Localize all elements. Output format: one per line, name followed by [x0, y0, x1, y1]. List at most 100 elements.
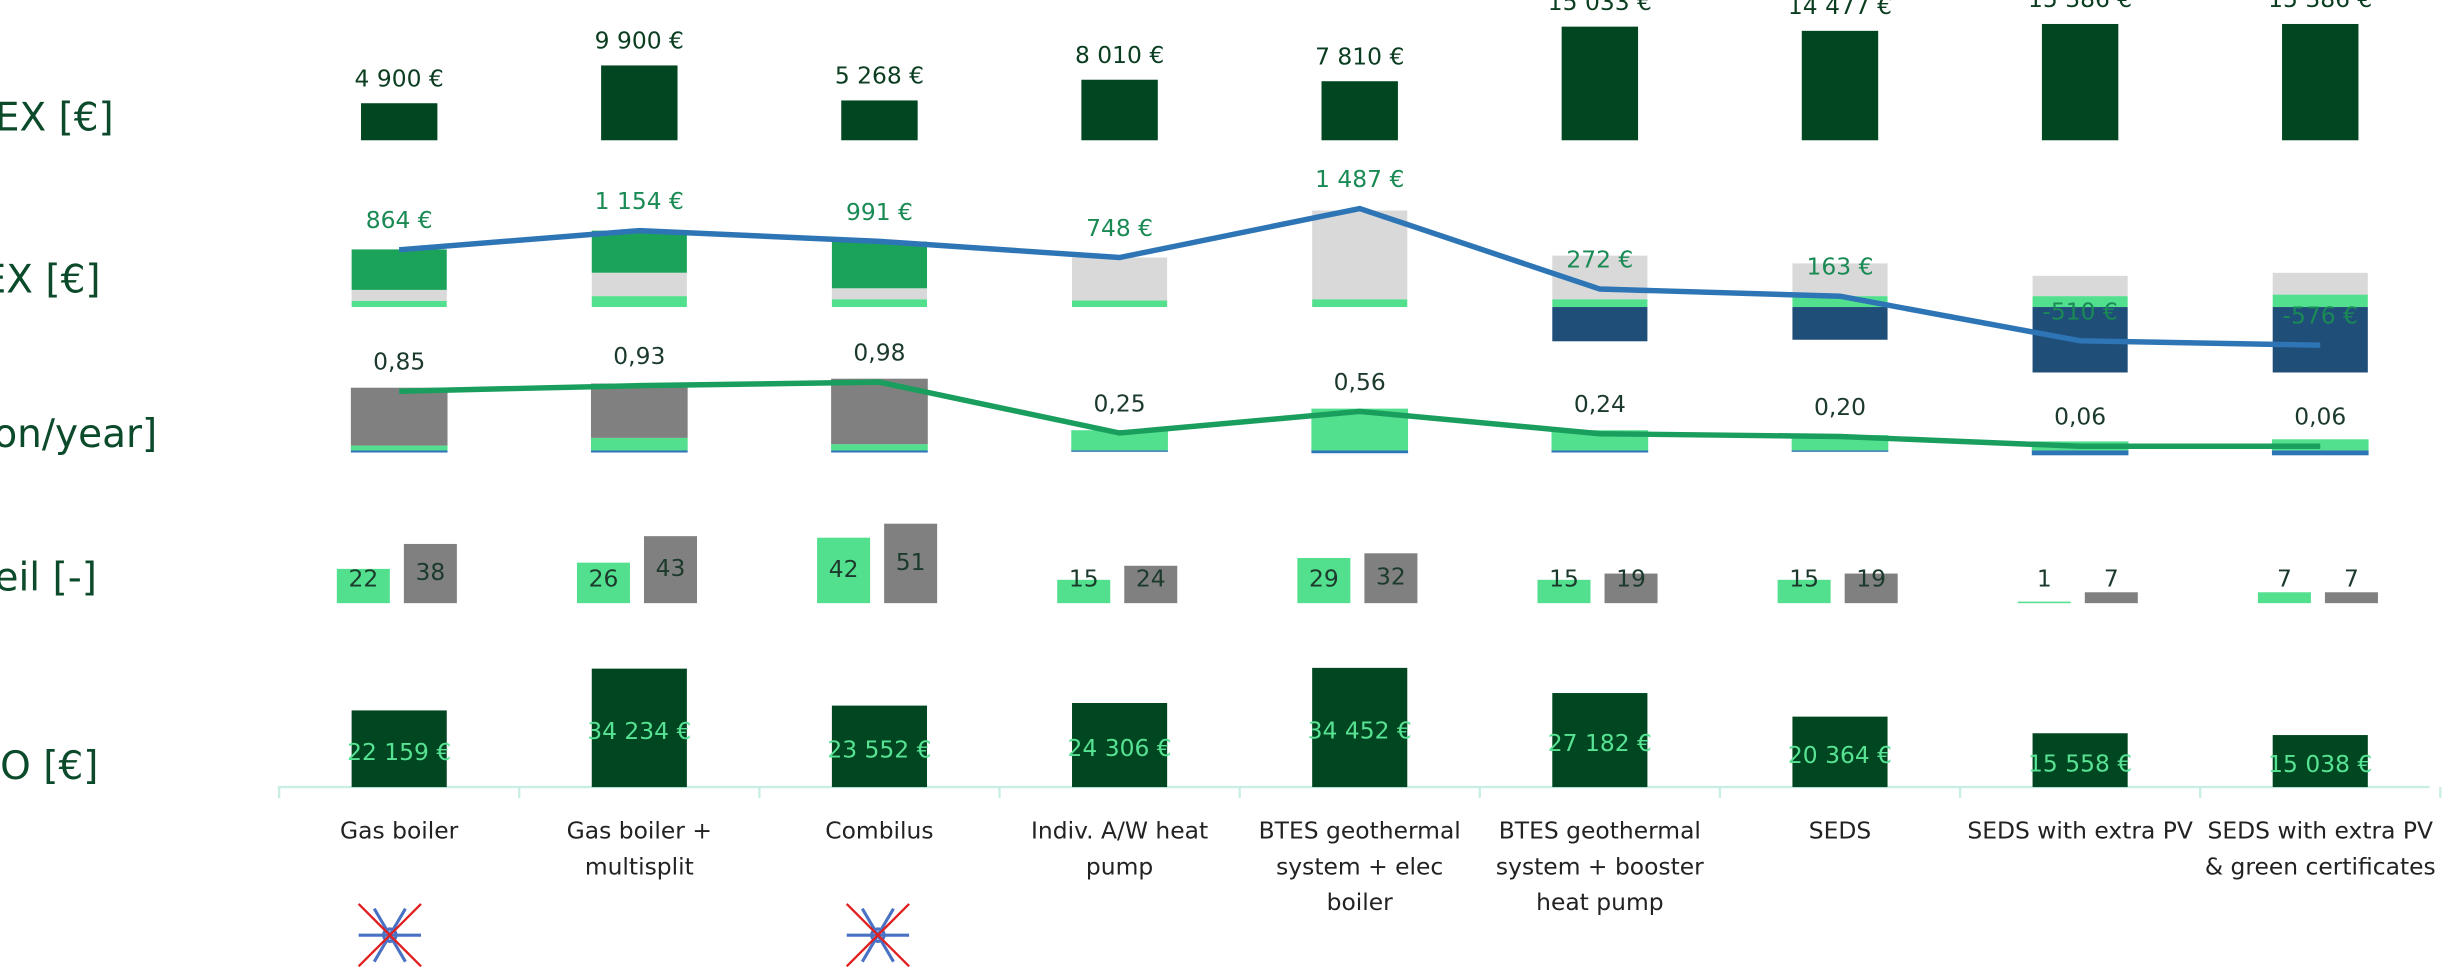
bar [1792, 716, 1888, 788]
bar-segment [831, 444, 928, 451]
value-label: 0,25 [1094, 389, 1146, 417]
bar-segment [590, 437, 688, 451]
bar-segment [2272, 272, 2368, 295]
value-label: 29 [1309, 564, 1339, 592]
bar [1552, 693, 1648, 788]
value-label: 15 038 € [2268, 750, 2372, 778]
bar [2041, 23, 2119, 141]
bar [1844, 573, 1898, 604]
bar-segment [591, 272, 687, 297]
no-cooling-icon [357, 903, 422, 968]
value-label: 51 [896, 548, 926, 576]
value-label: 0,24 [1574, 390, 1626, 418]
bar-segment [1071, 430, 1168, 451]
value-label: 7 [2344, 564, 2359, 592]
bar [1081, 79, 1158, 141]
bar-segment [2032, 275, 2128, 297]
category-label: SEDS with extra PV [1967, 816, 2193, 845]
value-label: 15 [1069, 564, 1099, 592]
value-label: 15 033 € [1548, 0, 1652, 16]
value-label: 9 900 € [595, 27, 684, 55]
bar [351, 710, 447, 788]
bar [2324, 592, 2378, 604]
bar-segment [2032, 296, 2128, 308]
value-label: 7 810 € [1315, 42, 1404, 70]
value-label: 15 [1549, 564, 1579, 592]
value-label: 7 [2104, 564, 2119, 592]
value-label: 0,06 [2054, 403, 2106, 431]
value-label: 19 [1616, 564, 1646, 592]
bar-segment [1312, 299, 1408, 308]
bar [576, 562, 630, 604]
bar-segment [1792, 296, 1888, 308]
bar [1561, 26, 1639, 141]
value-label: 4 900 € [355, 64, 444, 92]
value-label: 43 [656, 554, 686, 582]
bar-segment [831, 288, 928, 300]
bar [360, 103, 438, 141]
value-label: 42 [829, 555, 859, 583]
bar [1321, 81, 1398, 141]
bar-segment [590, 383, 688, 438]
bar [1364, 553, 1418, 604]
value-label: 26 [589, 564, 619, 592]
value-label: 5 268 € [835, 62, 924, 90]
bar [1537, 579, 1591, 604]
category-label: SEDS with extra PV & green certificates [2204, 816, 2436, 881]
value-label: 15 [1789, 564, 1819, 592]
value-label: 1 154 € [595, 187, 684, 215]
value-label: 1 [2037, 564, 2052, 592]
bar-segment [590, 450, 688, 453]
value-label: -576 € [2283, 302, 2358, 330]
bar-segment [1792, 263, 1888, 297]
bar [2282, 23, 2359, 141]
value-label: 23 552 € [827, 736, 931, 764]
bar-segment [1791, 450, 1889, 452]
bar [1124, 565, 1178, 604]
value-label: 7 [2277, 564, 2292, 592]
bar-segment [1072, 257, 1168, 301]
bar [1777, 579, 1831, 604]
value-label: 20 364 € [1788, 741, 1892, 769]
line [399, 379, 2321, 449]
value-label: 1 487 € [1315, 165, 1404, 193]
value-label: 0,98 [853, 339, 905, 367]
no-cooling-icon [845, 903, 910, 968]
value-label: 24 306 € [1068, 734, 1172, 762]
value-label: 0,93 [613, 342, 665, 370]
bar [336, 568, 390, 604]
value-label: 991 € [846, 198, 913, 226]
bar-segment [1792, 307, 1888, 340]
row-title: CO2 [ton/year] [0, 412, 157, 457]
bar [1801, 30, 1879, 141]
row-title: TCO [€] [0, 744, 98, 789]
value-label: 15 386 € [2028, 0, 2132, 13]
bar [1072, 702, 1168, 788]
bar [1297, 557, 1351, 604]
value-label: 864 € [366, 206, 433, 234]
row-title: OPEX [€] [0, 258, 101, 303]
value-label: 0,56 [1334, 368, 1386, 396]
value-label: 0,20 [1814, 393, 1866, 421]
bar-segment [1312, 210, 1408, 300]
bar [1604, 573, 1658, 604]
value-label: 8 010 € [1075, 41, 1164, 69]
value-label: 19 [1856, 564, 1886, 592]
bar-segment [350, 445, 448, 451]
bar [884, 523, 938, 604]
bar [831, 705, 928, 788]
bar [2257, 592, 2311, 604]
bar-segment [2272, 307, 2368, 373]
bar-segment [1311, 450, 1409, 454]
value-label: 32 [1376, 563, 1406, 591]
category-label: BTES geothermal system + booster heat pu… [1495, 816, 1704, 917]
bar-segment [351, 289, 447, 301]
category-label: Indiv. A/W heat pump [1031, 816, 1209, 881]
bar-segment [351, 300, 447, 308]
bar-segment [831, 241, 928, 289]
line [398, 205, 2321, 348]
value-label: 34 452 € [1308, 717, 1412, 745]
